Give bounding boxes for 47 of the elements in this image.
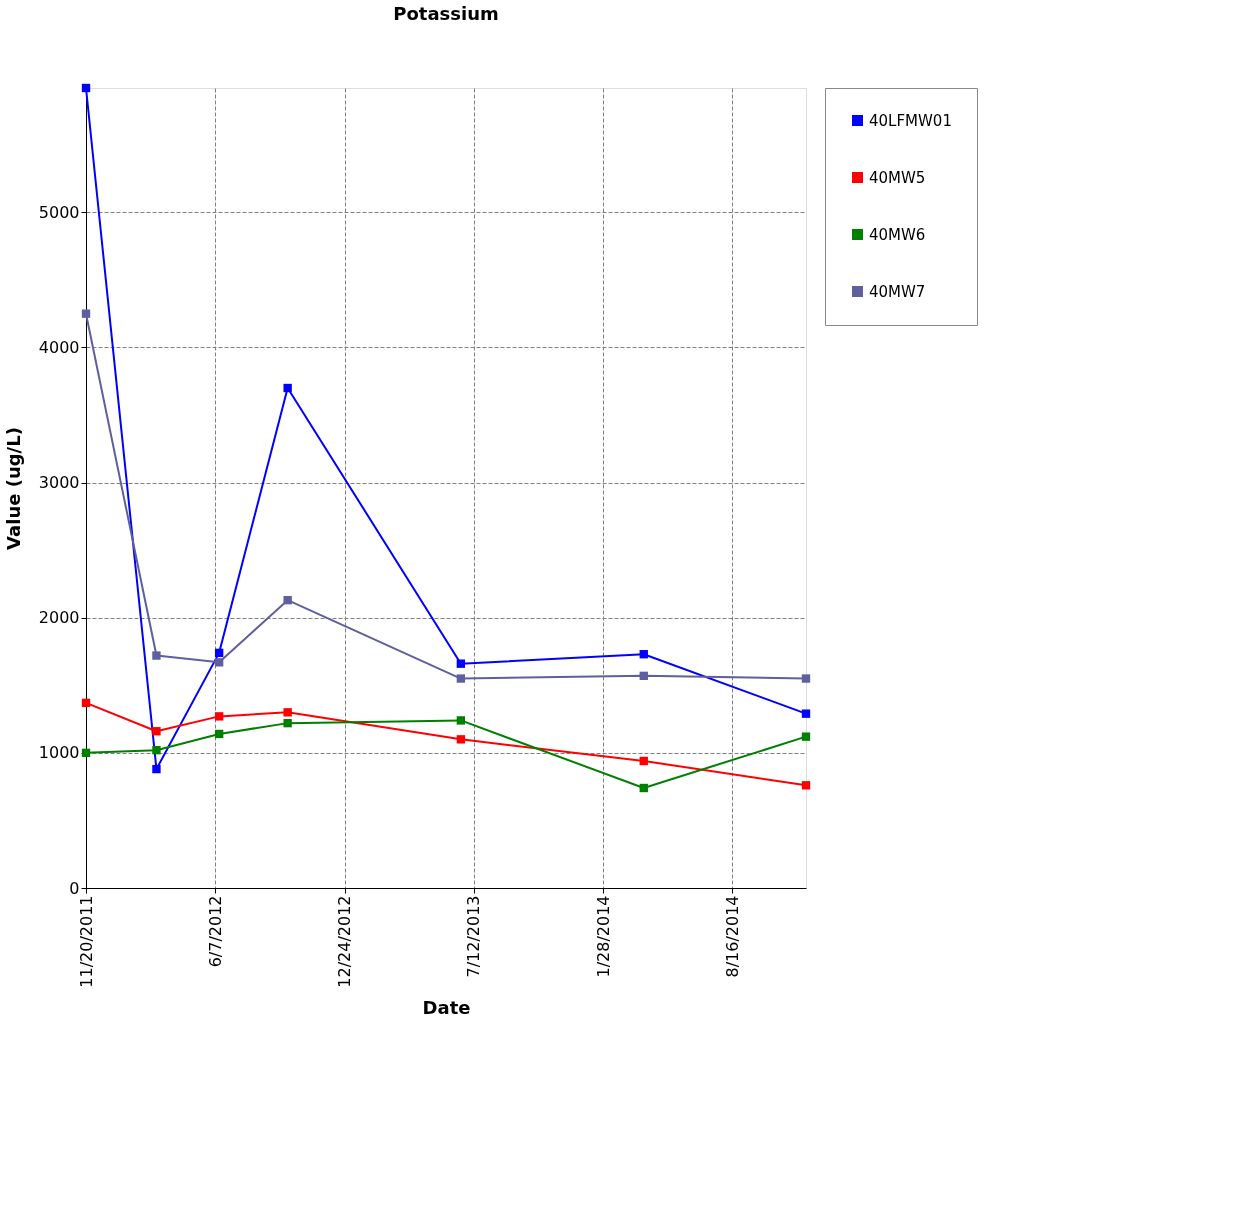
x-tick-label: 6/7/2012 (205, 895, 225, 968)
legend-label: 40LFMW01 (869, 111, 952, 130)
point (214, 648, 224, 658)
point (456, 674, 466, 683)
chart-title: Potassium (393, 2, 499, 24)
x-tick-label: 1/28/2014 (593, 895, 613, 978)
point (639, 756, 648, 766)
point (214, 729, 224, 739)
point (801, 781, 811, 790)
point (152, 745, 161, 755)
point (81, 698, 91, 708)
point (81, 748, 91, 758)
point (283, 383, 292, 393)
legend-label: 40MW6 (869, 225, 926, 244)
point (639, 650, 648, 659)
y-tick-label: 5000 (38, 202, 80, 222)
point (456, 735, 466, 744)
point (801, 732, 811, 741)
legend-label: 40MW7 (869, 282, 926, 301)
y-axis-title: Value (ug/L) (2, 427, 24, 550)
point (456, 659, 466, 668)
x-tick-label: 12/24/2012 (335, 895, 355, 988)
point (283, 718, 292, 728)
point (283, 708, 292, 717)
point (214, 712, 224, 721)
point (456, 716, 466, 725)
point (81, 83, 91, 93)
y-tick-label: 1000 (38, 743, 80, 763)
point (152, 764, 161, 774)
x-tick-label: 8/16/2014 (722, 895, 742, 978)
y-tick-label: 3000 (38, 473, 80, 493)
y-tick-label: 0 (69, 878, 80, 898)
x-tick-label: 11/20/2011 (76, 895, 96, 988)
point (801, 674, 811, 683)
x-tick-label: 7/12/2013 (464, 895, 484, 978)
point (152, 727, 161, 736)
point (152, 651, 161, 660)
legend-label: 40MW5 (869, 168, 926, 187)
point (214, 658, 224, 667)
x-axis-title: Date (422, 996, 471, 1018)
point (801, 709, 811, 718)
point (639, 783, 648, 793)
point (283, 595, 292, 605)
y-tick-label: 2000 (38, 608, 80, 628)
point (639, 671, 648, 681)
point (81, 309, 91, 318)
y-tick-label: 4000 (38, 337, 80, 357)
